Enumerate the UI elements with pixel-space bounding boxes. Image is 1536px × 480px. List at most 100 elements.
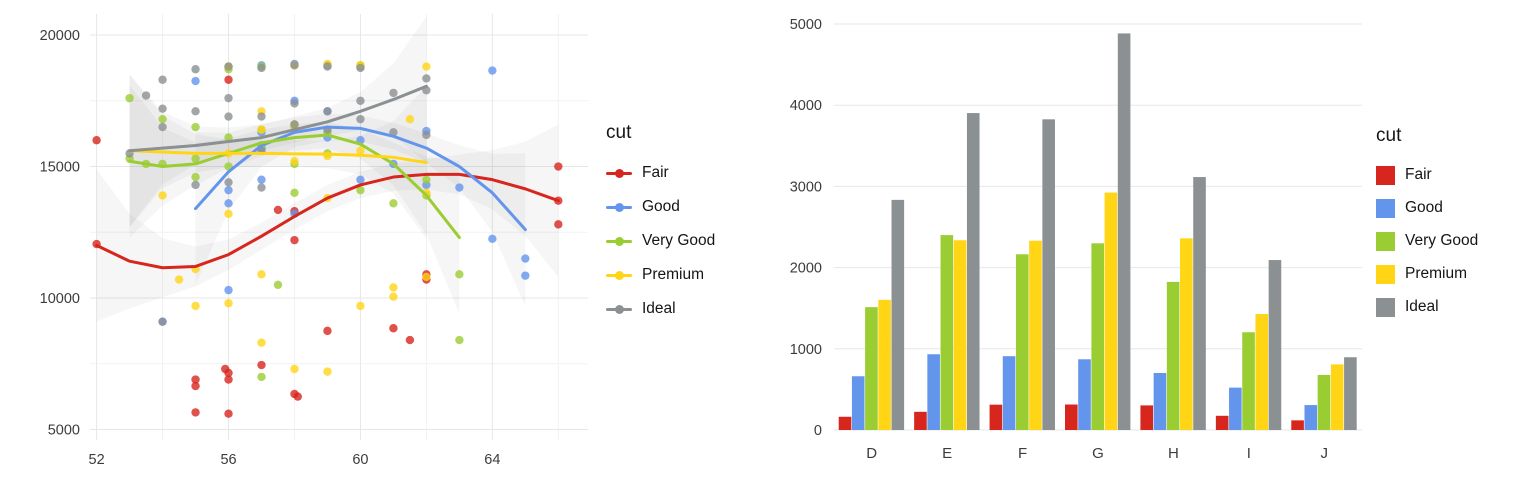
scatter-point: [224, 75, 233, 84]
scatter-point: [224, 62, 233, 71]
bar: [1330, 364, 1344, 430]
bar: [1117, 33, 1131, 431]
scatter-point: [257, 175, 266, 184]
scatter-point: [224, 199, 233, 208]
scatter-point: [158, 317, 167, 326]
scatter-point: [224, 93, 233, 103]
smooth-line: [128, 84, 428, 153]
scatter-point: [488, 66, 497, 75]
legend-title: cut: [606, 122, 632, 143]
legend-label: Fair: [642, 164, 669, 181]
bar: [1140, 405, 1154, 430]
legend-entry-very-good: Very Good: [606, 231, 770, 251]
scatter-point: [141, 91, 151, 100]
y-axis-tick-label: 10000: [40, 291, 80, 307]
scatter-point: [521, 254, 530, 263]
scatter-point: [174, 275, 184, 284]
legend-entry-ideal: Ideal: [1376, 297, 1536, 317]
y-axis-tick-label: 5000: [48, 422, 80, 438]
scatter-point: [455, 335, 464, 345]
scatter-point: [273, 205, 283, 215]
scatter-point: [455, 270, 464, 279]
scatter-point: [191, 301, 200, 311]
bar: [940, 235, 954, 430]
scatter-point: [224, 285, 233, 295]
legend-label: Ideal: [1405, 298, 1439, 315]
scatter-point: [257, 63, 266, 73]
scatter-point: [191, 76, 200, 86]
scatter-point: [224, 299, 233, 308]
bar: [1104, 192, 1118, 430]
y-axis-tick-label: 4000: [790, 98, 822, 114]
scatter-point: [356, 146, 365, 155]
x-axis-tick-label: E: [942, 445, 952, 462]
scatter-point: [323, 326, 332, 336]
y-axis-tick-label: 3000: [790, 179, 822, 195]
scatter-point: [290, 364, 299, 374]
scatter-point: [554, 162, 563, 171]
scatter-point: [290, 188, 299, 198]
premium-swatch-key: [1376, 264, 1395, 284]
scatter-point: [273, 280, 283, 290]
legend-entry-fair: Fair: [1376, 165, 1536, 185]
x-axis-tick-label: D: [866, 445, 877, 462]
scatter-point: [356, 185, 365, 195]
scatter-point: [224, 368, 233, 378]
good-line-dot-key: [606, 197, 632, 217]
scatter-point: [405, 335, 415, 345]
scatter-point: [224, 185, 233, 195]
scatter-point: [257, 372, 266, 382]
scatter-point: [323, 62, 332, 71]
scatter-point: [405, 114, 415, 124]
x-axis-tick-label: 52: [89, 452, 105, 468]
bar: [1255, 314, 1269, 430]
legend-entry-premium: Premium: [1376, 264, 1536, 284]
scatter-point: [422, 74, 431, 83]
legend-entry-good: Good: [1376, 198, 1536, 218]
smooth-line: [128, 149, 428, 165]
bar: [1304, 405, 1318, 430]
bar: [1344, 357, 1357, 430]
good-swatch-key: [1376, 198, 1395, 218]
scatter-point: [191, 154, 200, 163]
scatter-point: [224, 209, 233, 219]
y-axis-tick-label: 15000: [40, 160, 80, 176]
bar: [891, 199, 905, 430]
legend-entry-fair: Fair: [606, 163, 770, 183]
legend-label: Fair: [1405, 166, 1432, 183]
legend-entry-good: Good: [606, 197, 770, 217]
scatter-point: [488, 234, 497, 244]
premium-line-dot-key: [606, 265, 632, 285]
scatter-point: [389, 283, 398, 292]
scatter-point: [224, 178, 233, 187]
fair-line-dot-key: [606, 163, 632, 183]
bar: [1166, 281, 1180, 430]
bar: [1015, 254, 1029, 430]
x-axis-tick-label: J: [1321, 445, 1329, 462]
confidence-band: [129, 16, 427, 228]
ideal-swatch-key: [1376, 297, 1395, 317]
scatter-point: [191, 172, 200, 182]
scatter-point: [422, 175, 431, 184]
bar: [966, 113, 980, 430]
scatter-point: [191, 107, 200, 116]
scatter-point: [257, 125, 266, 134]
scatter-point: [158, 191, 167, 200]
x-axis-tick-label: G: [1092, 445, 1104, 462]
scatter-point: [290, 235, 299, 245]
bar: [1317, 374, 1331, 430]
legend-entry-very-good: Very Good: [1376, 231, 1536, 251]
scatter-point: [422, 130, 431, 140]
confidence-band: [129, 74, 427, 239]
scatter-point: [191, 180, 200, 190]
scatter-point: [389, 88, 398, 98]
x-axis-tick-label: 64: [484, 452, 500, 468]
bar: [1078, 359, 1091, 430]
bar: [878, 299, 891, 430]
bar: [1065, 404, 1078, 430]
scatter-point: [356, 96, 365, 105]
scatter-point: [293, 392, 302, 401]
bar: [1193, 177, 1206, 430]
scatter-point: [257, 112, 266, 121]
